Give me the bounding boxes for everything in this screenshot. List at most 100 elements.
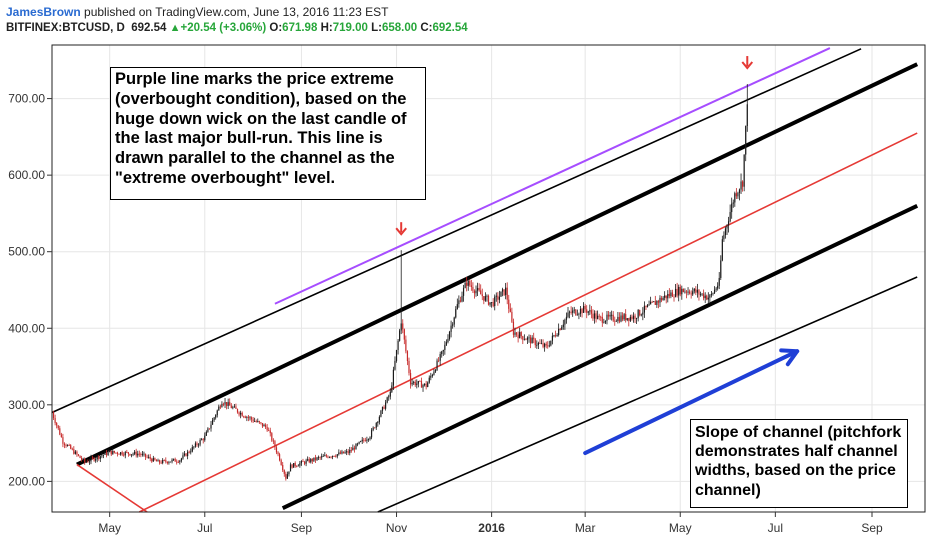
candle-body [695, 288, 697, 293]
candle-body [235, 406, 237, 409]
candle-body [254, 421, 256, 422]
candle-body [625, 314, 627, 321]
candle-body [349, 449, 351, 453]
upper-channel-line[interactable] [76, 62, 919, 467]
candle-body [536, 344, 538, 346]
candle-body [293, 463, 295, 468]
candle-body [363, 439, 365, 441]
candle-body [96, 456, 98, 460]
y-tick-label: 700.00 [8, 92, 45, 106]
slope-arrow [583, 348, 800, 456]
candle-body [63, 443, 66, 445]
candle-body [241, 412, 243, 417]
symbol-label[interactable]: BITFINEX:BTCUSD, D [6, 22, 125, 34]
candle-body [430, 376, 432, 378]
candle-body [162, 459, 164, 464]
candle-body [604, 320, 607, 323]
plot-border [51, 44, 926, 513]
candle-body [621, 315, 624, 320]
pitchfork-handle-line[interactable] [76, 463, 148, 513]
candle-body [572, 310, 574, 313]
candle-body [367, 439, 370, 440]
candle-body [640, 314, 642, 316]
candle-body [321, 456, 323, 458]
candle-body [176, 461, 178, 463]
candle-body [240, 412, 242, 415]
candle-body [562, 324, 564, 327]
candle-body [180, 458, 182, 461]
candle-body [73, 449, 75, 454]
candle-body [213, 417, 215, 421]
candle-body [335, 456, 337, 458]
candle-body [275, 447, 278, 453]
candle-body [196, 443, 198, 445]
author-link[interactable]: JamesBrown [6, 5, 81, 19]
candle-body [441, 351, 443, 355]
candle-body [261, 422, 264, 427]
candle-body [222, 403, 225, 405]
candle-body [59, 428, 61, 435]
candle-body [56, 423, 58, 426]
candle-body [657, 300, 660, 303]
candle-body [66, 445, 69, 447]
candle-body [576, 314, 578, 316]
candle-body [570, 311, 572, 313]
slope-arrow-shaft[interactable] [583, 349, 800, 456]
candle-body [505, 287, 507, 295]
outer-lower-line[interactable] [377, 276, 918, 513]
candle-body [226, 401, 228, 406]
x-axis[interactable]: May Jul Sep Nov 2016 Mar May Jul Sep [98, 512, 883, 535]
candle-body [252, 419, 254, 422]
candle-body [531, 337, 533, 344]
candle-body [525, 339, 527, 341]
candle-body [386, 397, 388, 403]
y-tick-label: 300.00 [8, 398, 45, 412]
high-label: H: [320, 22, 333, 34]
candle-body [581, 308, 583, 313]
candle-body [433, 371, 435, 375]
candle-body [642, 312, 644, 315]
candle-body [564, 319, 566, 325]
candle-body [411, 382, 413, 385]
candle-body [291, 464, 293, 468]
candle-body [455, 309, 457, 318]
candle-body [155, 460, 158, 462]
candle-body [511, 311, 513, 322]
y-axis[interactable]: 200.00 300.00 400.00 500.00 600.00 700.00 [8, 92, 52, 489]
candle-body [344, 452, 346, 454]
close-label: C: [420, 22, 433, 34]
candle-body [483, 296, 485, 301]
candle-body [219, 406, 221, 408]
candle-body [397, 340, 399, 350]
lower-channel-line[interactable] [281, 203, 919, 510]
candle-body [522, 336, 524, 340]
candle-body [102, 454, 105, 456]
candle-body [356, 443, 359, 445]
candle-body [639, 309, 641, 316]
candle-body [406, 351, 409, 361]
candle-body [586, 309, 588, 313]
candle-body [143, 453, 145, 455]
candle-body [476, 287, 479, 291]
candle-body [324, 455, 326, 457]
candle-body [458, 300, 460, 305]
median-line[interactable] [138, 132, 918, 513]
candle-body [453, 317, 455, 325]
candle-body [269, 430, 271, 434]
candle-body [229, 402, 231, 406]
candle-body [554, 335, 557, 337]
candle-body [378, 416, 380, 422]
outer-upper-line[interactable] [51, 48, 862, 414]
extreme-overbought-line[interactable] [274, 47, 831, 305]
candle-body [194, 443, 197, 447]
candle-body [258, 421, 260, 423]
candle-body [506, 287, 508, 300]
candle-body [268, 430, 270, 432]
candle-body [684, 291, 686, 293]
down-arrow-icon [741, 61, 754, 70]
candle-body [428, 377, 430, 383]
candle-body [498, 296, 501, 300]
candle-body [227, 402, 229, 406]
candle-body [307, 459, 309, 461]
candle-body [473, 290, 476, 294]
